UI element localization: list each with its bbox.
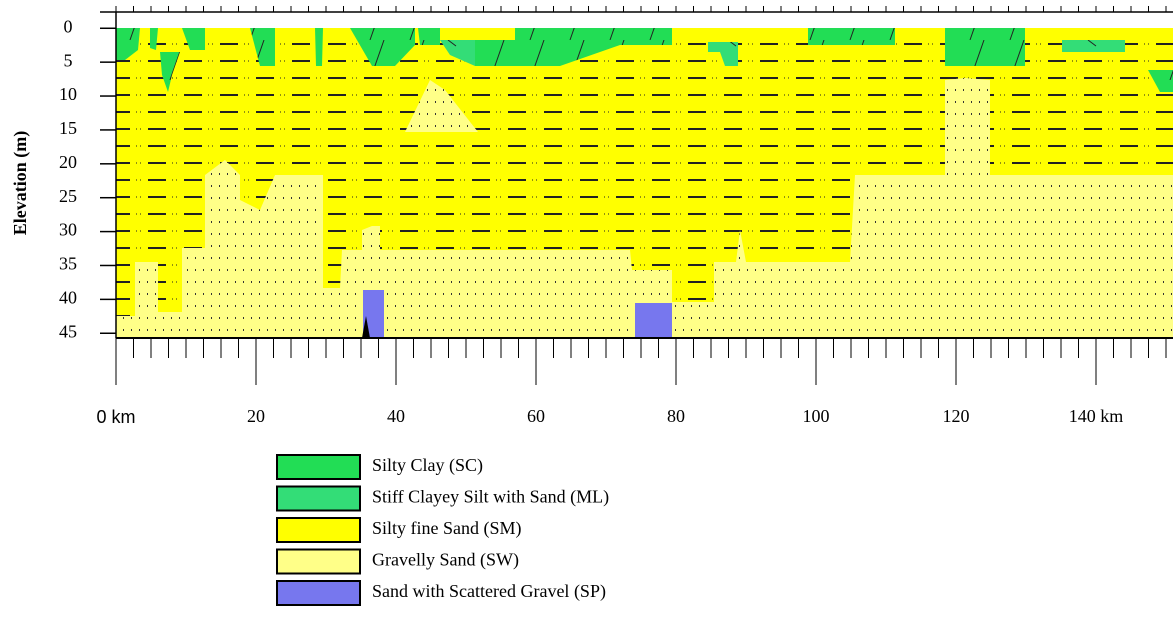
y-tick-label: 40 (59, 287, 77, 307)
y-tick-label: 0 (64, 16, 73, 36)
x-tick-label: 80 (667, 406, 685, 426)
x-tick-label: 20 (247, 406, 265, 426)
y-tick-label: 25 (59, 186, 77, 206)
y-tick-label: 5 (64, 50, 73, 70)
x-tick-label: 140 km (1069, 406, 1124, 426)
y-tick-label: 35 (59, 254, 77, 274)
legend-swatch (277, 518, 360, 542)
legend-swatch (277, 581, 360, 605)
soil-region (635, 303, 672, 338)
soil-region (1062, 40, 1125, 52)
legend-swatch (277, 550, 360, 574)
x-tick-label: 0 km (96, 407, 135, 427)
y-tick-label: 30 (59, 220, 77, 240)
y-tick-label: 10 (59, 84, 77, 104)
legend-label: Gravelly Sand (SW) (372, 550, 519, 571)
x-tick-label: 120 (943, 406, 970, 426)
chart: Elevation (m) Silty Clay (SC) Stiff Claye… (0, 0, 1173, 631)
x-tick-label: 40 (387, 406, 405, 426)
x-tick-label: 100 (803, 406, 830, 426)
soil-region (808, 28, 895, 45)
y-tick-label: 20 (59, 152, 77, 172)
soil-region (315, 28, 323, 66)
soil-region (945, 28, 1025, 66)
y-tick-label: 15 (59, 118, 77, 138)
y-axis-title: Elevation (m) (10, 131, 31, 235)
legend: Silty Clay (SC) Stiff Clayey Silt with Sa… (277, 455, 609, 605)
y-tick-label: 45 (59, 321, 77, 341)
legend-label: Silty Clay (SC) (372, 455, 483, 476)
legend-swatch (277, 487, 360, 511)
legend-label: Sand with Scattered Gravel (SP) (372, 581, 606, 602)
legend-label: Stiff Clayey Silt with Sand (ML) (372, 487, 609, 508)
soil-region (418, 28, 440, 45)
x-tick-label: 60 (527, 406, 545, 426)
legend-swatch (277, 455, 360, 479)
cross-section (116, 28, 1173, 338)
legend-label: Silty fine Sand (SM) (372, 518, 522, 539)
